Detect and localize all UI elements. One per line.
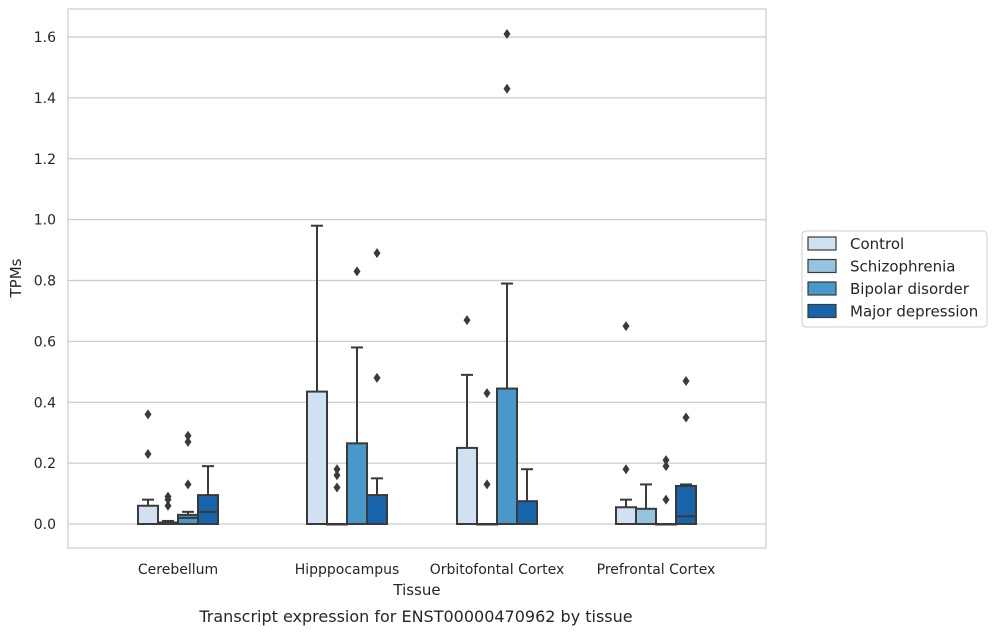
x-tick-label: Prefrontal Cortex	[597, 562, 716, 578]
y-tick-label: 1.2	[34, 152, 56, 168]
y-tick-labels: 0.0 0.2 0.4 0.6 0.8 1.0 1.2 1.4 1.6	[34, 30, 56, 533]
boxplots	[137, 28, 697, 526]
boxplot	[615, 321, 637, 525]
chart-caption: Transcript expression for ENST0000047096…	[198, 607, 632, 626]
legend-label: Bipolar disorder	[850, 280, 970, 298]
legend-label: Control	[850, 235, 904, 253]
legend-swatch	[807, 258, 837, 274]
outlier-point	[184, 430, 192, 441]
outlier-point	[184, 479, 192, 490]
outlier-point	[483, 479, 491, 490]
boxplot	[456, 315, 478, 525]
boxplot	[675, 375, 697, 525]
boxplot	[366, 248, 388, 526]
y-tick-label: 0.2	[34, 456, 56, 472]
y-tick-label: 0.6	[34, 334, 56, 350]
box	[635, 507, 657, 525]
boxplot	[326, 464, 348, 526]
y-tick-label: 0.0	[34, 517, 56, 533]
box	[366, 494, 388, 526]
outlier-point	[333, 470, 341, 481]
legend-swatch	[807, 236, 837, 251]
boxplot	[157, 491, 179, 526]
boxplot	[516, 468, 538, 525]
box	[346, 442, 368, 526]
outlier-point	[184, 436, 192, 447]
outlier-point	[503, 28, 511, 39]
boxplot	[306, 224, 328, 525]
box	[496, 387, 518, 525]
y-tick-label: 1.6	[34, 30, 56, 46]
box	[177, 513, 199, 526]
boxplot	[496, 28, 518, 525]
outlier-point	[463, 315, 471, 326]
boxplot	[197, 465, 219, 526]
boxplot	[137, 409, 159, 525]
outlier-point	[144, 409, 152, 420]
outlier-point	[333, 464, 341, 475]
y-tick-label: 0.8	[34, 274, 56, 290]
gridlines	[68, 36, 766, 525]
box	[675, 484, 697, 525]
outlier-point	[622, 464, 630, 475]
outlier-point	[353, 266, 361, 277]
box	[456, 446, 478, 525]
outlier-point	[373, 372, 381, 383]
y-axis-label: TPMs	[7, 258, 25, 298]
legend-label: Major depression	[850, 303, 978, 321]
x-tick-label: Hipppocampus	[295, 562, 400, 578]
legend-label: Schizophrenia	[850, 258, 955, 276]
legend-frame	[801, 230, 988, 328]
box	[137, 504, 159, 525]
outlier-point	[333, 482, 341, 493]
box	[306, 390, 328, 525]
outlier-point	[622, 321, 630, 332]
x-tick-label: Cerebellum	[138, 562, 218, 578]
outlier-point	[662, 455, 670, 466]
box	[516, 500, 538, 525]
boxplot	[346, 266, 368, 526]
box	[197, 494, 219, 526]
x-tick-label: Orbitofontal Cortex	[430, 562, 565, 578]
outlier-point	[373, 248, 381, 259]
plot-frame	[67, 8, 767, 549]
box	[615, 506, 637, 525]
outlier-point	[682, 375, 690, 386]
boxplot	[177, 430, 199, 526]
boxplot	[635, 483, 657, 525]
outlier-point	[682, 412, 690, 423]
outlier-point	[483, 388, 491, 399]
outlier-point	[662, 461, 670, 472]
x-axis-label: Tissue	[392, 581, 440, 599]
legend-swatch	[807, 281, 837, 296]
x-tick-labels: Cerebellum Hipppocampus Orbitofontal Corte…	[138, 562, 715, 578]
outlier-point	[164, 491, 172, 502]
y-tick-label: 1.0	[34, 213, 56, 229]
outlier-point	[144, 448, 152, 459]
legend-swatch	[807, 303, 837, 319]
y-tick-label: 1.4	[34, 91, 56, 107]
y-tick-label: 0.4	[34, 395, 56, 411]
outlier-point	[164, 500, 172, 511]
outlier-point	[503, 83, 511, 94]
outlier-point	[662, 494, 670, 505]
boxplot	[476, 388, 498, 526]
legend: Control Schizophrenia Bipolar disorder Majo…	[801, 230, 988, 328]
boxplot	[655, 455, 677, 526]
